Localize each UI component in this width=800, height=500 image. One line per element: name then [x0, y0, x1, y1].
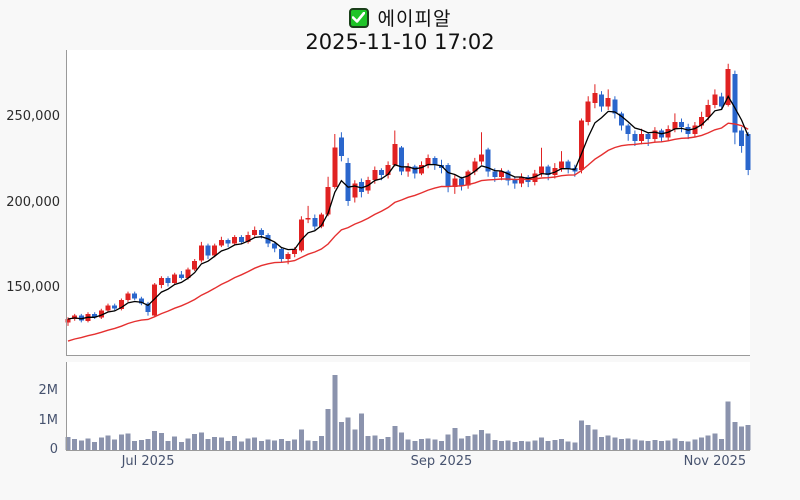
volume-axis-tick-label: 1M: [38, 412, 59, 428]
candlestick-wicks: [67, 63, 749, 326]
date-axis-tick-label: Jul 2025: [121, 454, 175, 469]
chart-timestamp: 2025-11-10 17:02: [305, 30, 495, 54]
price-axis-tick-label: 200,000: [6, 194, 60, 210]
volume-axis-tick-label: 2M: [38, 383, 59, 399]
stock-name: 에이피알: [377, 8, 452, 30]
checkmark-icon: [352, 12, 366, 23]
volume-axis-tick-label: 0: [49, 442, 58, 457]
candlestick-bodies: [65, 68, 751, 323]
date-axis-tick-label: Sep 2025: [410, 454, 473, 469]
ma-long-line: [67, 122, 749, 342]
volume-bars: [65, 375, 751, 450]
chart-title-row: 에이피알: [0, 4, 800, 31]
axis-lines: [66, 50, 750, 451]
checkbox-checked-icon[interactable]: [348, 7, 369, 28]
price-plot-area: [66, 50, 750, 355]
price-axis-tick-label: 250,000: [6, 108, 60, 124]
ma-short-line: [67, 95, 749, 320]
date-axis-tick-label: Nov 2025: [683, 454, 747, 469]
volume-plot-area: [66, 362, 750, 450]
price-axis-tick-label: 150,000: [6, 280, 60, 296]
